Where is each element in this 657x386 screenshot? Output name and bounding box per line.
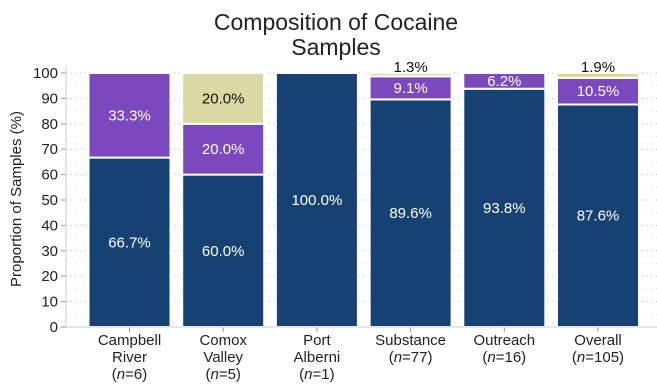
y-tick-label: 20: [41, 268, 58, 285]
y-axis-label: Proportion of Samples (%): [8, 111, 25, 287]
gridlines: [66, 72, 657, 328]
bar-segment: [181, 72, 266, 125]
chart-title-line-1: Composition of Cocaine: [214, 9, 458, 35]
y-tick-label: 70: [41, 141, 58, 158]
bar-segment-label: 89.6%: [389, 205, 432, 222]
bar-segment: [462, 72, 547, 90]
bar-segment-label: 6.2%: [487, 73, 521, 90]
bar-segment-label: 9.1%: [393, 80, 427, 97]
y-axis-ticks: 0 10 20 30 40 50 60 70 80 90 100: [33, 65, 66, 336]
x-tick-label: River: [112, 349, 147, 366]
x-tick-label: Alberni: [294, 349, 341, 366]
x-tick-label: Port: [303, 332, 331, 349]
bar-segment: [368, 72, 453, 78]
bar-segment-label: 20.0%: [202, 141, 245, 158]
bar-segment: [87, 72, 172, 159]
x-tick-sample-size: (n=77): [389, 349, 433, 366]
bar-segment: [181, 173, 266, 328]
y-tick-label: 90: [41, 90, 58, 107]
x-tick-label: Overall: [574, 332, 622, 349]
bars: 66.7% 33.3% 60.0% 20.0% 20.0% 100.0% 89.6% 9.1%…: [87, 59, 640, 328]
bar-segment-label: 20.0%: [202, 90, 245, 107]
x-tick-sample-size: (n=6): [112, 366, 147, 383]
y-tick-label: 40: [41, 217, 58, 234]
bar-segment-label: 1.9%: [581, 59, 615, 76]
bar-segment-label: 33.3%: [108, 107, 151, 124]
x-tick-sample-size: (n=5): [205, 366, 240, 383]
bar-segment-label: 60.0%: [202, 243, 245, 260]
x-tick-sample-size: (n=1): [299, 366, 334, 383]
bar-segment: [274, 72, 359, 328]
x-tick-label: Substance: [375, 332, 446, 349]
bar-segment: [556, 103, 640, 328]
x-tick-label: Valley: [203, 349, 243, 366]
bar-segment-label: 10.5%: [577, 83, 620, 100]
x-tick-label: Comox: [199, 332, 247, 349]
bar-segment: [556, 72, 640, 79]
y-tick-label: 0: [50, 319, 58, 336]
bar-segment: [462, 87, 547, 328]
bar-segment-label: 66.7%: [108, 234, 151, 251]
y-tick-label: 60: [41, 167, 58, 184]
bar-segment: [87, 156, 172, 328]
y-tick-label: 50: [41, 192, 58, 209]
bar-segment: [181, 122, 266, 176]
x-tick-sample-size: (n=16): [482, 349, 526, 366]
y-tick-label: 30: [41, 243, 58, 260]
y-tick-label: 10: [41, 294, 58, 311]
x-tick-sample-size: (n=105): [572, 349, 624, 366]
bar-segment-label: 1.3%: [393, 59, 427, 76]
bar-segment-label: 100.0%: [291, 192, 342, 209]
bar-segment-label: 93.8%: [483, 200, 526, 217]
bar-segment: [368, 98, 453, 328]
x-tick-label: Outreach: [473, 332, 535, 349]
y-tick-label: 80: [41, 116, 58, 133]
y-tick-label: 100: [33, 65, 58, 82]
x-tick-label: Campbell: [98, 332, 161, 349]
chart-title-line-2: Samples: [291, 34, 380, 60]
bar-segment-label: 87.6%: [577, 208, 620, 225]
